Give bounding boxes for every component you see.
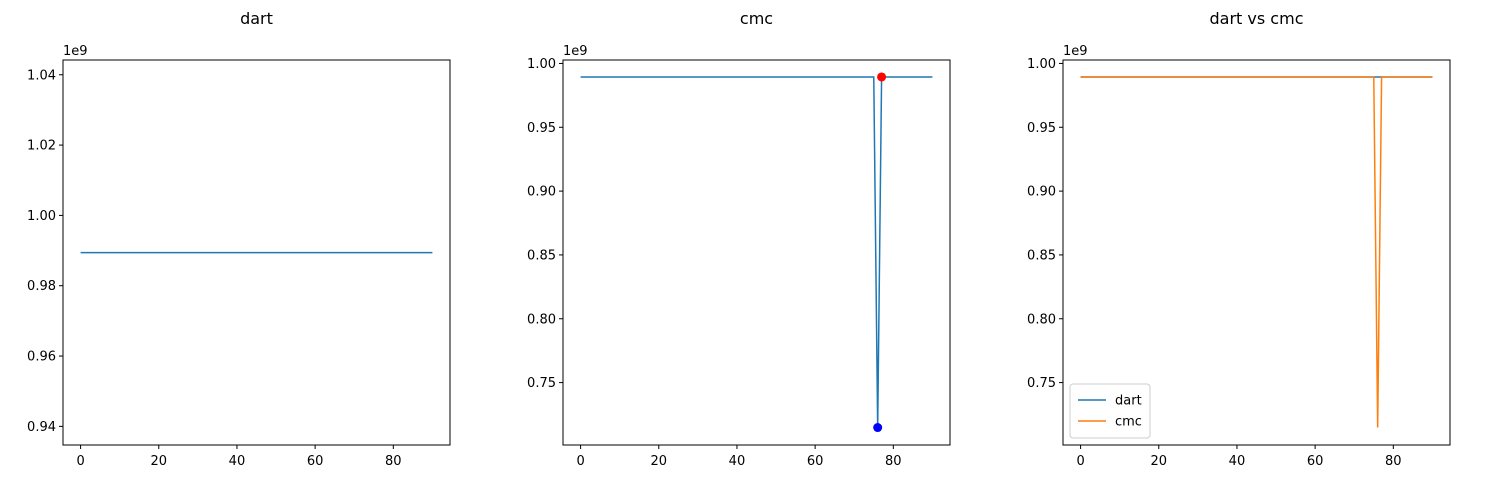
y-tick-label: 0.80 bbox=[527, 312, 556, 327]
series-line-cmc bbox=[1080, 76, 1433, 428]
legend-label-cmc: cmc bbox=[1115, 415, 1142, 430]
subplot-1: dart 0 20 40 60 80 0.94 0.96 0.98 1.00 1.02 1.04 1e9 bbox=[27, 9, 451, 469]
x-tick-label: 40 bbox=[229, 454, 246, 469]
y-tick-label: 0.75 bbox=[527, 376, 556, 391]
x-tick-label: 20 bbox=[150, 454, 167, 469]
x-tick-label: 80 bbox=[885, 454, 902, 469]
x-tick-label: 20 bbox=[1150, 454, 1167, 469]
axes-frame bbox=[62, 59, 451, 446]
legend-box bbox=[1069, 383, 1151, 439]
series-line-cmc bbox=[580, 76, 933, 428]
y-tick-label: 0.90 bbox=[1027, 185, 1056, 200]
y-tick-label: 0.95 bbox=[527, 121, 556, 136]
x-tick-label: 60 bbox=[1307, 454, 1324, 469]
y-tick-label: 0.85 bbox=[1027, 248, 1056, 263]
y-offset-label: 1e9 bbox=[63, 44, 88, 59]
x-tick-label: 60 bbox=[807, 454, 824, 469]
y-tick-label: 1.04 bbox=[27, 68, 56, 83]
x-tick-label: 0 bbox=[76, 454, 84, 469]
y-tick-label: 0.94 bbox=[27, 420, 56, 435]
y-offset-label: 1e9 bbox=[1063, 44, 1088, 59]
y-tick-label: 0.80 bbox=[1027, 312, 1056, 327]
y-tick-label: 1.00 bbox=[1027, 57, 1056, 72]
x-tick-label: 20 bbox=[650, 454, 667, 469]
y-tick-label: 0.85 bbox=[527, 248, 556, 263]
y-tick-label: 0.95 bbox=[1027, 121, 1056, 136]
y-tick-label: 1.00 bbox=[27, 209, 56, 224]
x-tick-label: 60 bbox=[307, 454, 324, 469]
y-tick-label: 0.98 bbox=[27, 279, 56, 294]
legend: dart cmc bbox=[1069, 383, 1151, 439]
x-tick-label: 40 bbox=[1229, 454, 1246, 469]
subplot-2: cmc 0 20 40 60 80 0.75 0.80 0.85 0.90 0.95 1.00 1e9 bbox=[527, 9, 951, 469]
chart-title: dart bbox=[240, 9, 273, 28]
x-tick-label: 80 bbox=[1385, 454, 1402, 469]
x-tick-label: 0 bbox=[1076, 454, 1084, 469]
min-marker bbox=[873, 423, 883, 433]
y-tick-label: 0.96 bbox=[27, 350, 56, 365]
axes-frame bbox=[1062, 59, 1451, 446]
x-tick-label: 40 bbox=[729, 454, 746, 469]
y-tick-label: 1.02 bbox=[27, 139, 56, 154]
chart-title: dart vs cmc bbox=[1210, 9, 1304, 28]
x-tick-label: 0 bbox=[576, 454, 584, 469]
chart-title: cmc bbox=[740, 9, 773, 28]
y-tick-label: 0.90 bbox=[527, 185, 556, 200]
y-tick-label: 0.75 bbox=[1027, 376, 1056, 391]
x-tick-label: 80 bbox=[385, 454, 402, 469]
y-offset-label: 1e9 bbox=[563, 44, 588, 59]
subplot-3: dart vs cmc 0 20 40 60 80 0.75 0.80 0.85 0.90 0.95… bbox=[1027, 9, 1451, 469]
axes-frame bbox=[562, 59, 951, 446]
max-marker bbox=[877, 72, 887, 82]
legend-label-dart: dart bbox=[1115, 394, 1142, 409]
y-tick-label: 1.00 bbox=[527, 57, 556, 72]
